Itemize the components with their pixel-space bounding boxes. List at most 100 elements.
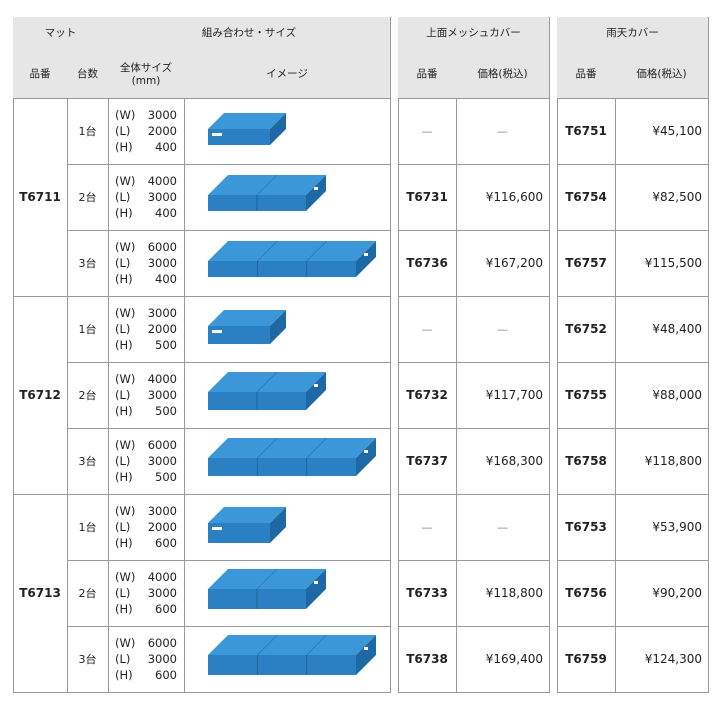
box-shape [257,437,278,459]
size-line: (H) 600 [115,535,177,551]
product-code: T6736 [398,230,457,297]
size-value: 3000 [147,454,177,468]
box-shape [306,240,327,262]
size-line: (W) 3000 [115,107,177,123]
size-value: 600 [155,668,177,682]
mat-image [208,240,376,277]
unit-count: 2台 [67,164,109,231]
size-line: (W) 6000 [115,437,177,453]
box-shape [270,113,286,145]
size-line: (H) 500 [115,469,177,485]
product-code: T6731 [398,164,457,231]
column-header: 品番 [398,48,457,99]
size-line: (W) 4000 [115,569,177,585]
size-cell: (W) 4000 (L) 3000 (H) 400 [108,164,185,231]
product-code: T6755 [557,362,616,429]
column-header: 価格(税込) [615,48,709,99]
price: ¥167,200 [456,230,550,297]
size-line: (H) 400 [115,139,177,155]
image-cell [184,164,391,231]
size-cell: (W) 6000 (L) 3000 (H) 600 [108,626,185,693]
table: 上面メッシュカバー 品番 価格(税込) — — T6731 ¥116,600 T6736 ¥16… [398,17,550,693]
size-value: 400 [155,206,177,220]
size-line: (W) 3000 [115,305,177,321]
column-header: 価格(税込) [456,48,550,99]
box-shape [212,133,222,136]
mat-image [208,371,326,410]
size-axis: (H) [115,470,133,484]
size-value: 6000 [147,240,177,254]
size-value: 600 [155,536,177,550]
size-value: 400 [155,140,177,154]
size-value: 500 [155,470,177,484]
box-shape [314,187,318,190]
box-shape [306,634,327,656]
size-value: 500 [155,404,177,418]
price: ¥124,300 [615,626,709,693]
column-header: 台数 [67,48,109,99]
price: ¥53,900 [615,494,709,561]
box-shape [356,438,376,476]
size-line: (W) 6000 [115,239,177,255]
mat-image [208,437,376,476]
product-code: T6753 [557,494,616,561]
size-axis: (W) [115,108,136,122]
size-axis: (W) [115,570,136,584]
size-value: 3000 [147,504,177,518]
price: ¥168,300 [456,428,550,495]
size-axis: (L) [115,124,131,138]
product-code: T6732 [398,362,457,429]
image-cell [184,98,391,165]
size-value: 2000 [147,520,177,534]
unit-count: 1台 [67,98,109,165]
image-cell [184,362,391,429]
box-shape [270,507,286,543]
size-axis: (H) [115,272,133,286]
unit-count: 3台 [67,626,109,693]
table: マット 組み合わせ・サイズ 品番 台数 全体サイズ (mm) イメージ T6711 1台 (W) 3… [13,17,391,693]
size-value: 3000 [147,388,177,402]
mat-image [208,310,286,344]
price: — [456,296,550,363]
group-header: 組み合わせ・サイズ [108,17,391,49]
image-cell [184,428,391,495]
size-cell: (W) 3000 (L) 2000 (H) 400 [108,98,185,165]
box-shape [256,174,278,196]
size-line: (L) 3000 [115,585,177,601]
size-axis: (W) [115,438,136,452]
product-code: — [398,98,457,165]
product-code: T6712 [13,296,68,495]
size-cell: (W) 3000 (L) 2000 (H) 600 [108,494,185,561]
size-line: (L) 3000 [115,387,177,403]
column-header: 品番 [557,48,616,99]
size-value: 3000 [147,256,177,270]
size-line: (H) 500 [115,337,177,353]
size-cell: (W) 4000 (L) 3000 (H) 500 [108,362,185,429]
box-shape [364,647,368,650]
size-value: 4000 [147,372,177,386]
image-cell [184,296,391,363]
unit-count: 2台 [67,560,109,627]
size-line: (L) 3000 [115,453,177,469]
size-value: 3000 [147,306,177,320]
unit-count: 1台 [67,296,109,363]
size-axis: (L) [115,586,131,600]
column-header-unit: (mm) [131,74,161,87]
box-shape [314,384,318,387]
unit-count: 3台 [67,428,109,495]
mat-image [208,113,286,145]
box-shape [356,241,376,277]
size-axis: (L) [115,454,131,468]
box-shape [208,458,356,476]
size-value: 3000 [147,652,177,666]
size-line: (H) 500 [115,403,177,419]
product-code: T6737 [398,428,457,495]
mat-image [208,174,326,211]
product-code: T6711 [13,98,68,297]
size-value: 3000 [147,108,177,122]
product-code: — [398,296,457,363]
table: 雨天カバー 品番 価格(税込) T6751 ¥45,100 T6754 ¥82,500 T67… [557,17,709,693]
size-axis: (W) [115,372,136,386]
size-value: 4000 [147,570,177,584]
column-header: 全体サイズ (mm) [108,48,185,99]
